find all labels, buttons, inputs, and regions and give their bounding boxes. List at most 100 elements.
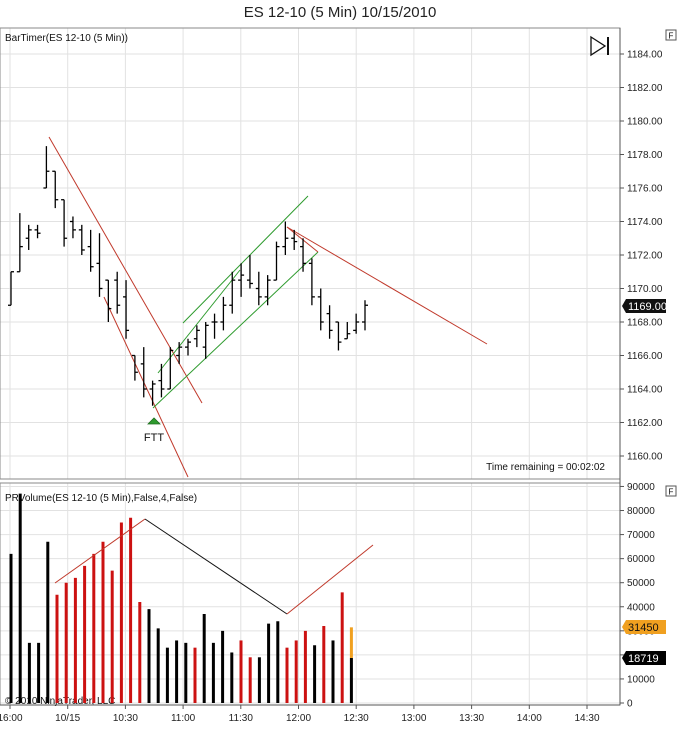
- ohlc-bar: [34, 224, 41, 239]
- ohlc-bar: [362, 300, 368, 331]
- time-axis: 16:00 10/15 10:30 11:00 11:30 12:00 12:30 13:00…: [0, 704, 620, 724]
- volume-tick-label: 80000: [627, 506, 655, 517]
- price-tick-label: 1170.00: [627, 284, 663, 295]
- resistance-trendline: [286, 226, 488, 345]
- downtrend-line-lower: [103, 296, 189, 478]
- time-tick-label: 14:30: [574, 713, 599, 724]
- ohlc-bar: [238, 263, 245, 297]
- volume-tick-label: 50000: [627, 578, 655, 589]
- time-tick-label: 11:30: [229, 713, 254, 724]
- price-tick-label: 1166.00: [627, 351, 663, 362]
- time-tick-label: 10:30: [113, 713, 138, 724]
- price-axis: 1160.00 1162.00 1164.00 1166.00 1168.00 1170.…: [620, 50, 663, 463]
- ohlc-bar: [353, 313, 360, 334]
- svg-text:31450: 31450: [628, 622, 659, 634]
- time-tick-label: 13:30: [459, 713, 484, 724]
- svg-text:F: F: [669, 32, 674, 41]
- ohlc-bar: [264, 275, 271, 306]
- volume-tick-label: 0: [627, 699, 633, 710]
- ohlc-bar: [185, 338, 191, 356]
- ohlc-bar: [176, 342, 183, 364]
- ohlc-bar: [69, 216, 76, 239]
- price-bars: [8, 146, 368, 406]
- ohlc-bar: [308, 258, 315, 306]
- time-tick-label: 16:00: [0, 713, 23, 724]
- volume-prior-badge: 31450: [622, 620, 666, 634]
- ohlc-bar: [140, 347, 147, 398]
- copyright-label: © 2010 NinjaTrader, LLC: [5, 696, 115, 707]
- volume-trend-up: [54, 518, 146, 584]
- ftt-triangle-icon: [147, 417, 161, 425]
- price-tick-label: 1160.00: [627, 452, 663, 463]
- volume-bars: [9, 493, 353, 703]
- time-tick-label: 12:30: [344, 713, 369, 724]
- ohlc-bar: [61, 199, 68, 247]
- price-tick-label: 1178.00: [627, 150, 663, 161]
- ohlc-bar: [43, 146, 50, 189]
- time-tick-label: 14:00: [517, 713, 542, 724]
- price-tick-label: 1172.00: [627, 251, 663, 262]
- volume-current-badge: 18719: [622, 651, 666, 665]
- ftt-marker: FTT: [144, 417, 164, 444]
- price-tick-label: 1182.00: [627, 83, 663, 94]
- downtrend-line-upper: [48, 136, 203, 404]
- price-tick-label: 1184.00: [627, 50, 663, 61]
- price-indicator-label: BarTimer(ES 12-10 (5 Min)): [5, 33, 128, 44]
- ftt-label: FTT: [144, 432, 164, 444]
- gridlines: [0, 28, 620, 705]
- volume-trendlines[interactable]: [54, 518, 374, 615]
- ohlc-bar: [87, 229, 94, 272]
- ohlc-bar: [158, 363, 165, 398]
- time-tick-label: 13:00: [401, 713, 426, 724]
- channel-line-signal: [152, 251, 319, 409]
- ohlc-bar: [335, 321, 342, 351]
- ohlc-bar: [114, 271, 121, 314]
- ohlc-bar: [211, 313, 218, 339]
- ohlc-bar: [229, 271, 236, 314]
- ohlc-bar: [105, 279, 112, 322]
- ohlc-bar: [25, 224, 32, 250]
- volume-trend-down: [144, 518, 288, 615]
- volume-tick-label: 10000: [627, 674, 655, 685]
- ohlc-bar: [16, 213, 23, 273]
- volume-trend-rise: [286, 544, 374, 615]
- price-tick-label: 1168.00: [627, 318, 663, 329]
- svg-text:F: F: [669, 488, 674, 497]
- ohlc-bar: [52, 170, 59, 209]
- ohlc-bar: [282, 221, 289, 255]
- price-panel-frame: [0, 27, 621, 480]
- time-tick-label: 11:00: [171, 713, 196, 724]
- ohlc-bar: [246, 255, 253, 289]
- volume-tick-label: 90000: [627, 482, 655, 493]
- volume-tick-label: 60000: [627, 554, 655, 565]
- channel-line-lower: [157, 269, 241, 374]
- ohlc-bar: [300, 238, 307, 272]
- ohlc-bar: [291, 229, 298, 250]
- current-price-badge: 1169.00: [622, 299, 667, 313]
- price-tick-label: 1180.00: [627, 117, 663, 128]
- ohlc-bar: [220, 296, 227, 331]
- ohlc-bar: [202, 322, 209, 359]
- ohlc-bar: [317, 288, 324, 331]
- volume-tick-label: 70000: [627, 530, 655, 541]
- ohlc-bar: [96, 233, 103, 297]
- chart-title: ES 12-10 (5 Min) 10/15/2010: [243, 4, 437, 21]
- ohlc-bar: [326, 305, 333, 339]
- price-panel-menu-button[interactable]: F: [665, 29, 677, 41]
- ohlc-bar: [149, 380, 156, 406]
- volume-axis: 0100002000030000400005000060000700008000…: [620, 482, 655, 710]
- svg-text:18719: 18719: [628, 653, 659, 665]
- svg-text:1169.00: 1169.00: [628, 301, 667, 313]
- ohlc-bar: [123, 280, 130, 339]
- drawing-objects[interactable]: [48, 136, 488, 478]
- price-tick-label: 1164.00: [627, 385, 663, 396]
- ohlc-bar: [167, 347, 174, 390]
- volume-indicator-label: PRVolume(ES 12-10 (5 Min),False,4,False): [5, 493, 197, 504]
- volume-panel-menu-button[interactable]: F: [665, 485, 677, 497]
- ohlc-bar: [273, 241, 280, 281]
- channel-line-upper: [182, 195, 309, 324]
- play-forward-icon[interactable]: [590, 35, 609, 57]
- time-remaining-label: Time remaining = 00:02:02: [486, 462, 605, 473]
- ohlc-bar: [131, 354, 138, 381]
